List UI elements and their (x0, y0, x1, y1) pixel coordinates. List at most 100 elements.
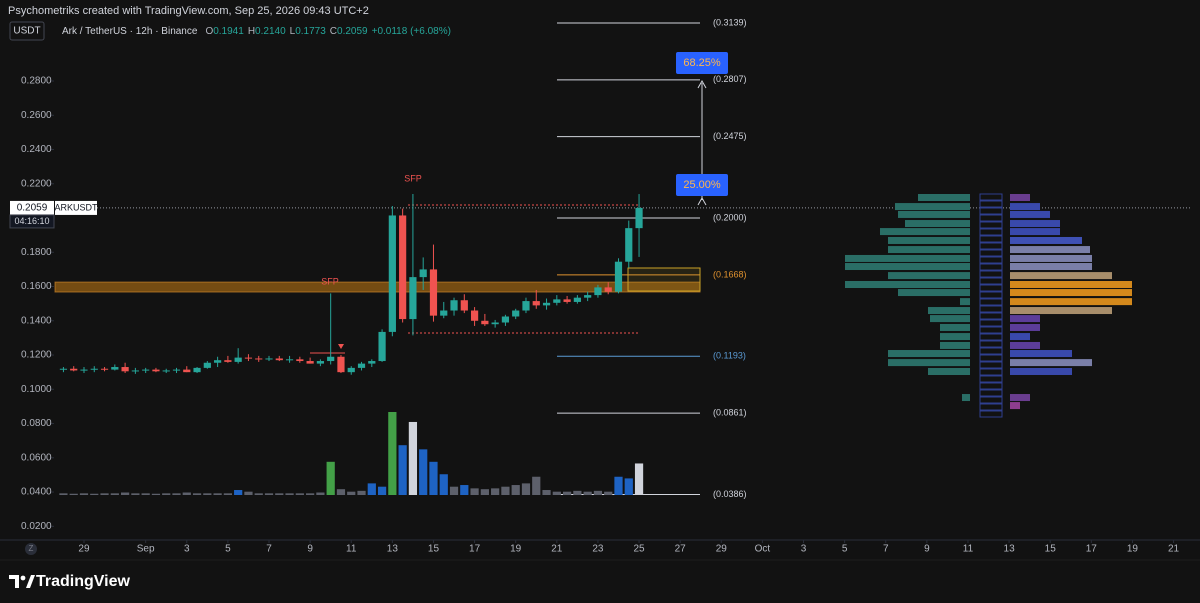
y-tick-label: 0.1600 (21, 281, 52, 292)
volume-bar (223, 493, 233, 495)
candle-body (214, 360, 222, 363)
volume-bar (90, 493, 99, 495)
attribution: Psychometriks created with TradingView.c… (8, 5, 369, 17)
profile-left (940, 323, 970, 331)
candle-body (584, 295, 592, 298)
candle-body (501, 316, 510, 323)
volume-bar (419, 449, 428, 495)
x-tick-label: Oct (755, 544, 771, 555)
profile-left (898, 210, 970, 218)
profile-cell (979, 277, 1003, 285)
y-tick-label: 0.2600 (21, 110, 52, 121)
x-tick-label: 13 (1004, 544, 1016, 555)
y-tick-label: 0.0200 (21, 521, 52, 532)
timezone-label[interactable]: Z (29, 544, 34, 553)
measure-arrowhead (697, 79, 707, 89)
fib-label: (0.1193) (713, 351, 746, 361)
volume-bar (326, 461, 335, 495)
annotation: SFP (404, 173, 422, 183)
y-tick-label: 0.1800 (21, 247, 52, 258)
box-drawing (627, 267, 701, 292)
y-tick-label: 0.2400 (21, 144, 52, 155)
candle-body (172, 369, 181, 371)
volume-bar (634, 463, 644, 495)
profile-right (1010, 402, 1020, 410)
volume-bar (377, 486, 387, 495)
profile-cell (979, 270, 1003, 278)
volume-bar (398, 445, 407, 495)
profile-right (1010, 394, 1030, 402)
symbol-box[interactable] (9, 21, 45, 41)
x-tick-label: Sep (137, 544, 155, 555)
volume-bar (213, 493, 222, 495)
x-tick-label: 7 (883, 544, 889, 555)
volume-bar (192, 493, 202, 495)
volume-bar (470, 488, 479, 495)
candle-body (440, 310, 448, 316)
candle-body (183, 369, 191, 373)
profile-cell (979, 396, 1003, 404)
volume-bar (234, 490, 243, 495)
ohlc-key: C (330, 26, 337, 37)
x-tick-label: 15 (428, 544, 440, 555)
candle-body (100, 368, 109, 370)
volume-bar (480, 489, 489, 495)
volume-bar (562, 491, 572, 495)
profile-right (1010, 228, 1060, 236)
volume-bar (460, 485, 469, 495)
fib-label: (0.2807) (713, 74, 747, 84)
volume-bar (449, 486, 459, 495)
candle-body (275, 358, 283, 361)
x-tick-label: 19 (1127, 544, 1139, 555)
candle-body (234, 357, 242, 362)
ohlc-key: O (205, 26, 213, 37)
volume-bar (614, 476, 623, 495)
profile-cell (979, 221, 1003, 229)
candle-body (224, 360, 232, 362)
volume-bar (131, 493, 140, 495)
profile-left (905, 220, 970, 228)
candle-body (244, 357, 253, 359)
profile-cell (979, 193, 1003, 201)
y-tick-label: 0.1200 (21, 350, 52, 361)
x-tick-label: 7 (266, 544, 272, 555)
profile-cell (979, 256, 1003, 264)
volume-bar (336, 489, 346, 495)
timezone-button[interactable] (25, 543, 37, 555)
profile-left (888, 272, 970, 280)
symbol-box-label[interactable]: USDT (13, 26, 40, 37)
profile-left (918, 193, 970, 201)
profile-right (1010, 307, 1112, 315)
volume-bar (100, 493, 109, 495)
x-tick-label: 23 (592, 544, 604, 555)
x-tick-label: 11 (346, 544, 357, 555)
annotation: SFP (321, 276, 339, 286)
countdown-label: 04:16:10 (14, 216, 49, 226)
y-tick-label: 0.2200 (21, 178, 52, 189)
profile-right (1010, 254, 1092, 262)
fib-label: (0.2475) (713, 131, 747, 141)
volume-bar (110, 493, 119, 495)
logo-shape (9, 575, 19, 588)
candle-body (111, 367, 119, 370)
brand-logo (9, 575, 35, 588)
candle-body (265, 358, 273, 360)
candle-body (121, 367, 129, 372)
profile-cell (979, 368, 1003, 376)
volume-bar (295, 493, 304, 495)
volume-bar (306, 493, 315, 495)
profile-left (845, 263, 970, 271)
volume-bar (542, 490, 551, 495)
volume-bar (429, 461, 438, 495)
volume-bar (79, 493, 89, 495)
x-tick-label: 17 (1086, 544, 1098, 555)
candle-body (399, 215, 407, 320)
profile-right (1010, 323, 1040, 331)
y-tick-label: 0.0400 (21, 487, 52, 498)
candle-body (542, 302, 551, 306)
candle-body (532, 301, 540, 306)
candle-body (306, 361, 314, 364)
volume-bar (141, 493, 150, 495)
